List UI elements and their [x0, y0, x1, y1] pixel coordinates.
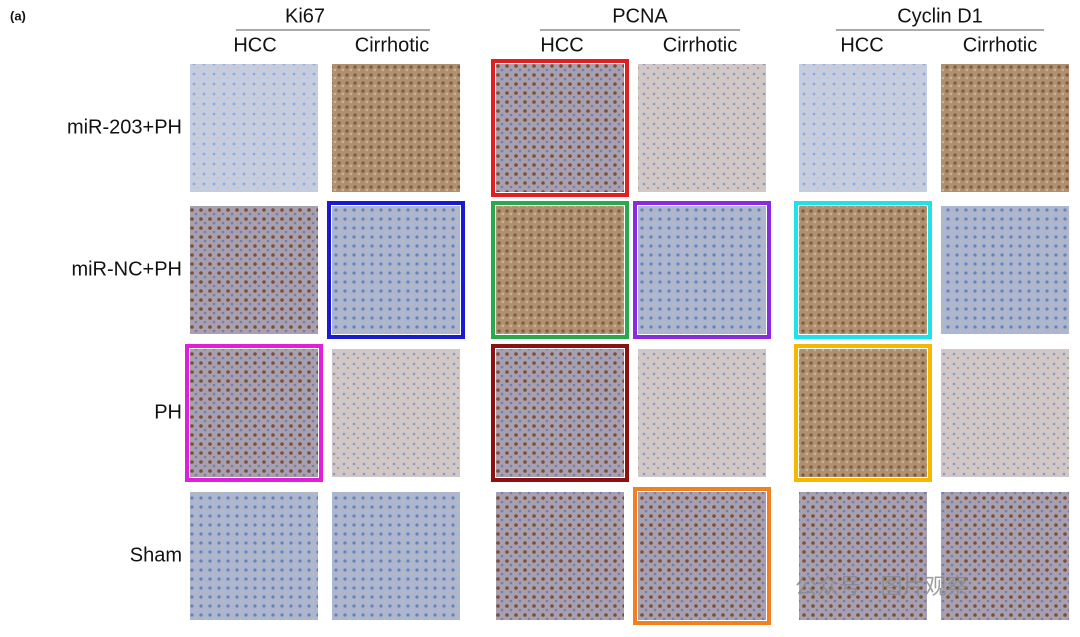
column-label: Cirrhotic [963, 34, 1037, 56]
micrograph [638, 492, 766, 620]
highlight-frame [794, 344, 932, 482]
micrograph [638, 64, 766, 192]
highlight-frame [633, 201, 771, 339]
micrograph [799, 492, 927, 620]
micrograph [941, 492, 1069, 620]
micrograph [799, 206, 927, 334]
highlight-frame [633, 487, 771, 625]
micrograph [496, 349, 624, 477]
micrograph [496, 64, 624, 192]
micrograph [941, 64, 1069, 192]
highlight-frame [491, 59, 629, 197]
group-title: PCNA [612, 5, 668, 27]
micrograph [496, 206, 624, 334]
column-label: HCC [540, 34, 583, 56]
highlight-frame [185, 344, 323, 482]
micrograph [941, 349, 1069, 477]
group-title: Ki67 [285, 5, 325, 27]
column-label: Cirrhotic [663, 34, 737, 56]
micrograph [332, 64, 460, 192]
micrograph [638, 349, 766, 477]
column-label: HCC [840, 34, 883, 56]
micrograph [190, 349, 318, 477]
highlight-frame [327, 201, 465, 339]
column-label: Cirrhotic [355, 34, 429, 56]
row-label: miR-203+PH [67, 116, 182, 138]
row-label: PH [154, 401, 182, 423]
row-label: Sham [130, 544, 182, 566]
micrograph [799, 349, 927, 477]
group-title: Cyclin D1 [897, 5, 983, 27]
micrograph [799, 64, 927, 192]
panel-label: (a) [10, 8, 26, 23]
micrograph [332, 206, 460, 334]
highlight-frame [491, 201, 629, 339]
micrograph [496, 492, 624, 620]
highlight-frame [794, 201, 932, 339]
micrograph [941, 206, 1069, 334]
column-label: HCC [233, 34, 276, 56]
highlight-frame [491, 344, 629, 482]
micrograph [332, 492, 460, 620]
micrograph [332, 349, 460, 477]
micrograph [190, 64, 318, 192]
row-label: miR-NC+PH [71, 258, 182, 280]
micrograph [638, 206, 766, 334]
micrograph [190, 492, 318, 620]
micrograph [190, 206, 318, 334]
watermark: 公众号 · 图片观察 [795, 574, 969, 599]
